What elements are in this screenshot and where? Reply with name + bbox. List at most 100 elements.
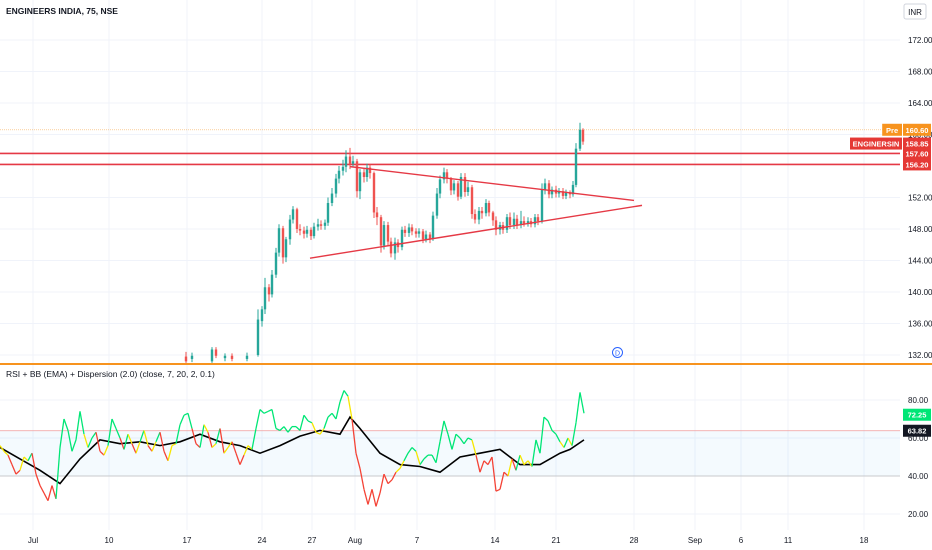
time-tick-label: Sep <box>688 536 703 545</box>
rsi-segment <box>3 450 9 456</box>
dividend-marker-icon[interactable]: D <box>612 347 623 358</box>
rsi-segment <box>383 473 389 484</box>
price-axis[interactable]: 172.00168.00164.00160.00152.00148.00144.… <box>908 36 932 360</box>
candle-body <box>284 239 288 258</box>
rsi-segment <box>363 489 369 505</box>
candle-body <box>351 161 355 164</box>
rsi-segment <box>543 416 549 422</box>
price-tick-label: 172.00 <box>908 36 932 45</box>
candle-body <box>288 219 292 240</box>
rsi-segment <box>127 433 133 444</box>
rsi-segment <box>31 453 37 475</box>
rsi-segment <box>559 441 565 448</box>
price-tick-label: 140.00 <box>908 288 932 297</box>
price-tick-label: 144.00 <box>908 257 932 266</box>
candle-body <box>564 192 568 196</box>
rsi-segment <box>339 390 345 403</box>
rsi-segment <box>227 441 233 448</box>
time-axis[interactable]: Jul 10 17 24 27 Aug 7 14 21 28 Sep 6 11 18 <box>28 536 869 545</box>
indicator-axis[interactable]: 80.00 60.00 40.00 20.00 <box>908 396 929 519</box>
rsi-segment <box>403 452 409 462</box>
candle-body <box>270 274 274 295</box>
price-tick-label: 148.00 <box>908 225 932 234</box>
rsi-indicator-pane[interactable] <box>0 390 900 507</box>
time-tick-label: 24 <box>258 536 267 545</box>
rsi-segment <box>479 460 485 473</box>
symbol-title[interactable]: ENGINEERS INDIA, 75, NSE <box>6 6 118 16</box>
price-tag-box <box>903 147 931 160</box>
rsi-segment <box>159 432 165 452</box>
price-tag-box <box>903 123 931 136</box>
rsi-segment <box>211 443 217 448</box>
time-tick-label: 27 <box>308 536 317 545</box>
rsi-segment <box>215 428 221 444</box>
rsi-segment <box>527 460 533 467</box>
rsi-segment <box>151 441 157 452</box>
candle-body <box>519 221 523 226</box>
indicator-tick-label: 20.00 <box>908 510 929 519</box>
rsi-segment <box>463 437 469 445</box>
candle-body <box>403 229 407 233</box>
currency-box[interactable] <box>903 3 927 20</box>
candle-body <box>487 203 491 213</box>
candle-body <box>334 178 338 194</box>
pane-separator[interactable] <box>0 363 932 365</box>
candle-body <box>442 172 446 180</box>
candle-body <box>382 225 386 246</box>
rsi-segment <box>51 485 57 499</box>
time-tick-label: 10 <box>105 536 114 545</box>
rsi-segment <box>23 456 29 462</box>
rsi-segment <box>239 454 245 465</box>
candle-body <box>184 356 188 362</box>
candle-body <box>533 217 537 225</box>
candle-body <box>375 212 379 218</box>
rsi-segment <box>379 473 385 494</box>
candle-body <box>337 170 341 179</box>
candle-body <box>400 229 404 248</box>
rsi-segment <box>155 432 161 443</box>
rsi-segment <box>467 437 473 441</box>
rsi-segment <box>431 454 437 464</box>
candle-body <box>348 156 352 164</box>
candle-body <box>245 355 249 359</box>
horizontal-levels[interactable] <box>0 129 900 166</box>
indicator-title[interactable]: RSI + BB (EMA) + Dispersion (2.0) (close… <box>6 369 215 379</box>
candle-body <box>393 242 397 254</box>
time-tick-label: 6 <box>739 536 744 545</box>
candle-body <box>379 217 383 246</box>
rsi-segment <box>319 428 325 435</box>
rsi-segment <box>411 447 417 452</box>
rsi-segment <box>143 430 149 446</box>
rsi-segment <box>111 418 117 429</box>
price-tag-prefix: ENGINERSIN <box>853 140 900 149</box>
rsi-segment <box>507 458 513 477</box>
trendlines[interactable] <box>309 165 643 259</box>
rsi-segment <box>287 426 293 433</box>
candle-body <box>210 349 214 362</box>
indicator-tag-value: 63.82 <box>908 427 927 436</box>
candle-body <box>512 218 516 226</box>
candle-body <box>561 191 565 196</box>
indicator-tick-label: 40.00 <box>908 472 929 481</box>
time-tick-label: 17 <box>183 536 192 545</box>
rsi-segment <box>83 434 89 448</box>
price-tick-label: 132.00 <box>908 351 932 360</box>
rsi-segment <box>295 426 301 431</box>
candle-body <box>295 209 299 229</box>
rsi-segment <box>15 469 21 475</box>
candle-body <box>414 231 418 234</box>
time-tick-label: 11 <box>784 536 793 545</box>
candle-body <box>574 148 578 185</box>
rsi-segment <box>191 428 197 444</box>
rsi-segment <box>207 432 213 448</box>
rsi-segment <box>71 439 77 452</box>
rsi-segment <box>555 433 561 443</box>
currency-label: INR <box>908 8 922 17</box>
rsi-segment <box>315 431 321 435</box>
candle-body <box>389 241 393 254</box>
rsi-segment <box>311 422 317 433</box>
rsi-segment <box>423 454 429 460</box>
rsi-segment <box>371 489 377 507</box>
